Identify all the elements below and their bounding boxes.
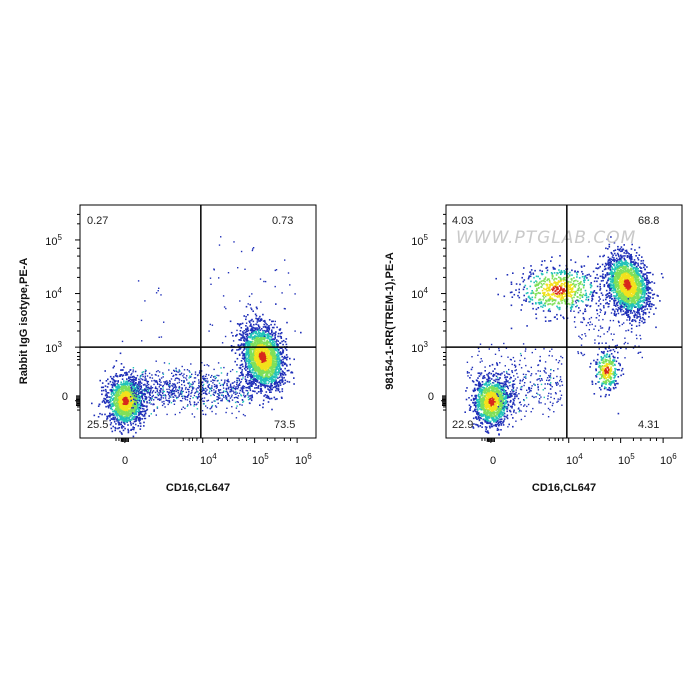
- x-tick-label-1e4: 104: [566, 452, 583, 467]
- plot-panel-trem1: WWW.PTGLAB.COM 4.03 68.8 22.9 4.31 0 104…: [384, 204, 683, 494]
- x-tick-label-1e5: 105: [252, 452, 269, 467]
- y-tick-label-0: 0: [428, 391, 434, 403]
- quadrant-lower-left-value: 22.9: [452, 419, 473, 431]
- quadrant-upper-right-value: 0.73: [272, 215, 293, 227]
- y-tick-label-1e3: 103: [45, 340, 62, 355]
- y-tick-label-1e3: 103: [411, 340, 428, 355]
- plot-panel-isotype: 0.27 0.73 25.5 73.5 0 104 105 106 0 103 …: [18, 204, 317, 494]
- quadrant-lower-right-value: 4.31: [638, 419, 659, 431]
- axis-ticks: [75, 213, 298, 443]
- x-axis-title: CD16,CL647: [166, 482, 230, 494]
- quadrant-upper-left-value: 4.03: [452, 215, 473, 227]
- x-axis-title: CD16,CL647: [532, 482, 596, 494]
- y-tick-label-1e4: 104: [411, 286, 428, 301]
- x-tick-label-0: 0: [122, 455, 128, 467]
- quadrant-lower-right-value: 73.5: [274, 419, 295, 431]
- quadrant-upper-left-value: 0.27: [87, 215, 108, 227]
- y-axis-title: Rabbit IgG isotype,PE-A: [18, 258, 30, 385]
- x-tick-label-1e4: 104: [200, 452, 217, 467]
- y-tick-label-1e5: 105: [45, 233, 62, 248]
- y-tick-label-0: 0: [62, 391, 68, 403]
- watermark-text: WWW.PTGLAB.COM: [456, 228, 636, 248]
- y-axis-title: 98154-1-RR(TREM-1),PE-A: [384, 252, 396, 390]
- x-tick-label-1e5: 105: [618, 452, 635, 467]
- scatter-points: [464, 236, 664, 436]
- quadrant-upper-right-value: 68.8: [638, 215, 659, 227]
- x-tick-label-0: 0: [490, 455, 496, 467]
- x-tick-label-1e6: 106: [295, 452, 312, 467]
- scatter-points: [91, 236, 302, 438]
- y-tick-label-1e5: 105: [411, 233, 428, 248]
- y-tick-label-1e4: 104: [45, 286, 62, 301]
- x-tick-label-1e6: 106: [660, 452, 677, 467]
- axis-ticks: [441, 213, 664, 443]
- quadrant-lower-left-value: 25.5: [87, 419, 108, 431]
